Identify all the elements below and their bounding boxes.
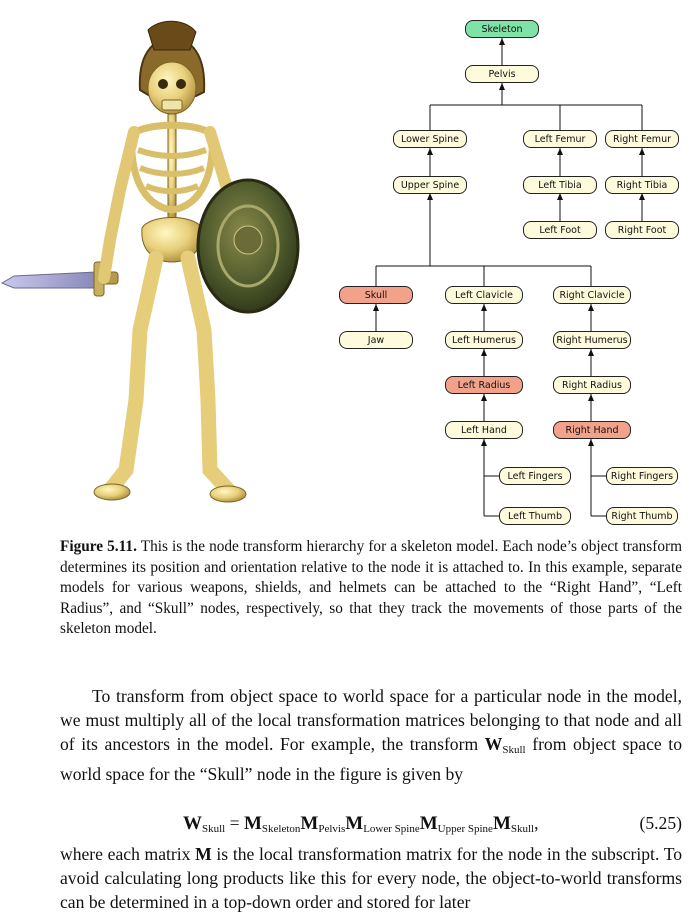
node-left-fingers: Left Fingers [499,467,571,485]
eq-lhs-w: W [183,813,202,834]
eq-sub-1: Skeleton [261,823,301,835]
node-hierarchy-diagram [373,38,645,517]
figure-label: Figure 5.11. [60,538,137,555]
eq-sub-3: Lower Spine [363,823,420,835]
node-left-tibia: Left Tibia [523,176,597,194]
equation-body: WSkull = MSkeletonMPelvisMLower SpineMUp… [183,813,539,835]
eq-sub-2: Pelvis [318,823,346,835]
eq-equals: = [225,813,244,833]
node-left-femur: Left Femur [523,130,597,148]
eq-lhs-sub: Skull [202,823,226,835]
equation-5-25: WSkull = MSkeletonMPelvisMLower SpineMUp… [60,813,682,839]
left-leg [180,250,238,500]
eq-m-5: M [492,813,511,834]
p2-text-a: where each matrix [60,844,196,864]
helmet-crest [147,20,197,51]
ribcage [128,121,216,214]
p2-symbol-m: M [195,844,212,864]
eq-m-2: M [300,813,319,834]
node-left-radius: Left Radius [445,376,523,394]
skeleton-warrior-illustration [0,20,300,503]
p1-text-b: from object space to world space for the… [60,734,682,784]
node-right-radius: Right Radius [553,376,631,394]
node-left-humerus: Left Humerus [445,331,523,349]
node-right-clavicle: Right Clavicle [553,286,631,304]
node-jaw: Jaw [339,331,413,349]
tree-arrowheads [373,38,645,446]
node-left-thumb: Left Thumb [499,507,571,525]
node-right-thumb: Right Thumb [606,507,678,525]
body-paragraph-2: where each matrix M is the local transfo… [60,842,682,914]
node-pelvis: Pelvis [465,65,539,83]
node-right-humerus: Right Humerus [553,331,631,349]
node-skull: Skull [339,286,413,304]
eq-m-4: M [419,813,438,834]
eq-sub-5: Skull [510,823,535,835]
node-skeleton: Skeleton [465,20,539,38]
tree-connectors [375,38,643,517]
p2-text-b: is the local transformation matrix for t… [60,844,683,912]
p1-subscript: Skull [502,744,526,756]
node-lower-spine: Lower Spine [393,130,467,148]
right-leg [102,250,164,498]
body-paragraph-1: To transform from object space to world … [60,684,682,786]
node-right-foot: Right Foot [605,221,679,239]
node-left-foot: Left Foot [523,221,597,239]
node-left-hand: Left Hand [445,421,523,439]
node-right-hand: Right Hand [553,421,631,439]
p1-text-a: To transform from object space to world … [60,686,682,754]
eq-sub-4: Upper Spine [437,823,493,835]
node-right-fingers: Right Fingers [606,467,678,485]
figure-caption: Figure 5.11. This is the node transform … [60,537,682,640]
right-arm [98,126,140,284]
node-left-clavicle: Left Clavicle [445,286,523,304]
node-right-femur: Right Femur [605,130,679,148]
p1-symbol-w: W [484,734,503,754]
eq-m-3: M [345,813,364,834]
eq-m-1: M [243,813,262,834]
node-upper-spine: Upper Spine [393,176,467,194]
caption-text: This is the node transform hierarchy for… [60,538,682,637]
eq-comma: , [534,813,539,833]
node-right-tibia: Right Tibia [605,176,679,194]
equation-number: (5.25) [639,813,682,833]
